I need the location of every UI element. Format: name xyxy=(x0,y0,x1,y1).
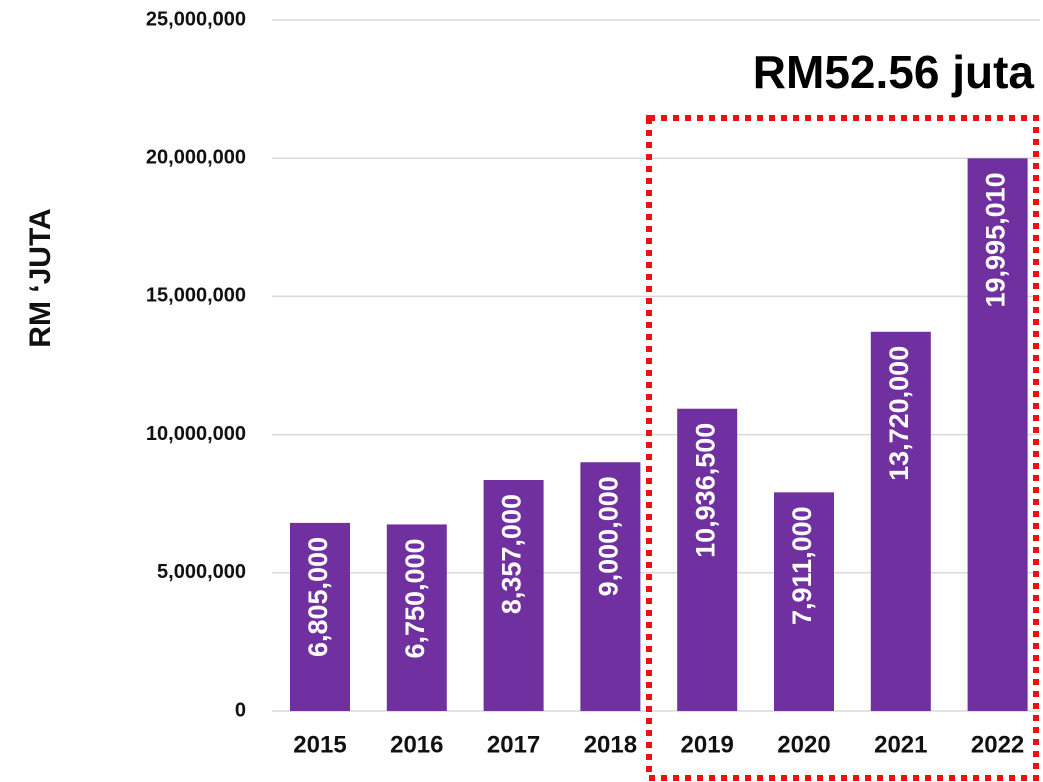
y-tick-label: 0 xyxy=(235,699,246,721)
x-tick-label: 2018 xyxy=(584,731,637,758)
value-label: 6,750,000 xyxy=(400,538,430,658)
bar xyxy=(677,408,738,711)
y-axis-label: RM ‘JUTA xyxy=(24,208,57,347)
bar xyxy=(290,522,350,711)
value-label: 10,936,500 xyxy=(690,423,720,558)
value-label: 8,357,000 xyxy=(497,494,527,614)
x-tick-label: 2020 xyxy=(777,731,830,758)
bar xyxy=(774,492,834,711)
bar xyxy=(870,331,931,711)
x-tick-label: 2016 xyxy=(390,731,443,758)
x-tick-label: 2017 xyxy=(487,731,540,758)
value-label: 19,995,010 xyxy=(981,172,1011,307)
y-tick-label: 20,000,000 xyxy=(146,146,246,168)
y-tick-label: 15,000,000 xyxy=(146,285,246,307)
y-tick-label: 10,000,000 xyxy=(146,423,246,445)
y-tick-label: 25,000,000 xyxy=(146,8,246,30)
value-label: 9,000,000 xyxy=(594,476,624,596)
value-label: 6,805,000 xyxy=(303,537,333,657)
value-label: 13,720,000 xyxy=(884,346,914,481)
x-tick-label: 2021 xyxy=(874,731,927,758)
annotation: RM52.56 juta xyxy=(753,46,1035,98)
bar xyxy=(483,480,544,711)
highlight-box xyxy=(646,115,1039,781)
x-tick-label: 2022 xyxy=(971,731,1024,758)
x-tick-label: 2019 xyxy=(681,731,734,758)
bar xyxy=(967,158,1028,712)
value-label: 7,911,000 xyxy=(787,506,817,625)
x-tick-label: 2015 xyxy=(293,731,346,758)
bar xyxy=(580,462,641,711)
y-tick-label: 5,000,000 xyxy=(157,561,246,583)
bar xyxy=(386,524,447,711)
